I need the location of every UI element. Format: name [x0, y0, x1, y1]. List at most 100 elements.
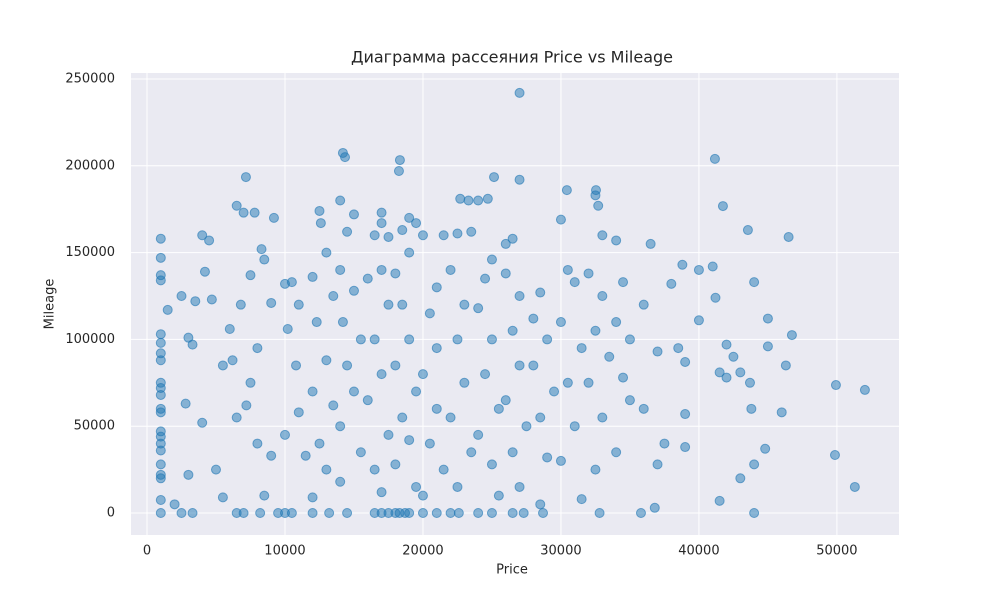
point — [776, 407, 787, 418]
point — [190, 296, 201, 307]
point — [500, 268, 511, 279]
point — [155, 494, 166, 505]
point — [376, 487, 387, 498]
point — [618, 277, 629, 288]
point — [155, 459, 166, 470]
point — [445, 508, 456, 519]
point — [240, 172, 251, 183]
y-axis-label: Mileage — [43, 279, 58, 330]
point — [473, 508, 484, 519]
point — [762, 341, 773, 352]
point — [235, 299, 246, 310]
point — [204, 235, 215, 246]
y-tick-label: 150000 — [65, 245, 115, 260]
point — [199, 266, 210, 277]
point — [555, 455, 566, 466]
point — [611, 447, 622, 458]
point — [466, 447, 477, 458]
point — [786, 330, 797, 341]
point — [507, 508, 518, 519]
point — [735, 367, 746, 378]
point — [562, 377, 573, 388]
point — [197, 230, 208, 241]
point — [404, 435, 415, 446]
point — [355, 334, 366, 345]
point — [266, 297, 277, 308]
point — [677, 259, 688, 270]
x-tick-label: 40000 — [678, 544, 719, 559]
point — [311, 317, 322, 328]
point — [749, 508, 760, 519]
point — [717, 201, 728, 212]
point — [348, 209, 359, 220]
point — [569, 277, 580, 288]
point — [259, 254, 270, 265]
point — [561, 185, 572, 196]
point — [760, 443, 771, 454]
chart-title: Диаграмма рассеяния Price vs Mileage — [351, 48, 673, 67]
point — [252, 438, 263, 449]
point — [362, 395, 373, 406]
point — [535, 412, 546, 423]
point — [155, 407, 166, 418]
point — [780, 360, 791, 371]
point — [342, 508, 353, 519]
points — [155, 87, 870, 519]
point — [455, 193, 466, 204]
point — [293, 299, 304, 310]
point — [369, 334, 380, 345]
point — [594, 508, 605, 519]
point — [324, 508, 335, 519]
point — [176, 508, 187, 519]
point — [466, 226, 477, 237]
point — [404, 212, 415, 223]
point — [369, 464, 380, 475]
point — [459, 377, 470, 388]
point — [348, 386, 359, 397]
point — [245, 270, 256, 281]
point — [245, 377, 256, 388]
point — [335, 421, 346, 432]
point — [528, 360, 539, 371]
point — [431, 403, 442, 414]
point — [328, 291, 339, 302]
point — [169, 499, 180, 510]
point — [849, 481, 860, 492]
point — [680, 409, 691, 420]
point — [155, 233, 166, 244]
point — [335, 264, 346, 275]
point — [735, 473, 746, 484]
point — [638, 299, 649, 310]
point — [473, 303, 484, 314]
point — [749, 277, 760, 288]
point — [500, 395, 511, 406]
point — [393, 166, 404, 177]
point — [721, 372, 732, 383]
point — [417, 508, 428, 519]
point — [321, 355, 332, 366]
point — [521, 421, 532, 432]
point — [749, 459, 760, 470]
point — [342, 360, 353, 371]
point — [445, 264, 456, 275]
point — [542, 334, 553, 345]
point — [624, 395, 635, 406]
y-tick-label: 200000 — [65, 158, 115, 173]
point — [155, 445, 166, 456]
point — [593, 200, 604, 211]
point — [452, 481, 463, 492]
point — [590, 325, 601, 336]
point — [155, 252, 166, 263]
point — [480, 369, 491, 380]
point — [569, 421, 580, 432]
point — [328, 400, 339, 411]
point — [321, 247, 332, 258]
point — [597, 291, 608, 302]
point — [376, 218, 387, 229]
point — [693, 264, 704, 275]
point — [249, 207, 260, 218]
point — [424, 438, 435, 449]
point — [397, 412, 408, 423]
point — [197, 417, 208, 428]
point — [549, 386, 560, 397]
